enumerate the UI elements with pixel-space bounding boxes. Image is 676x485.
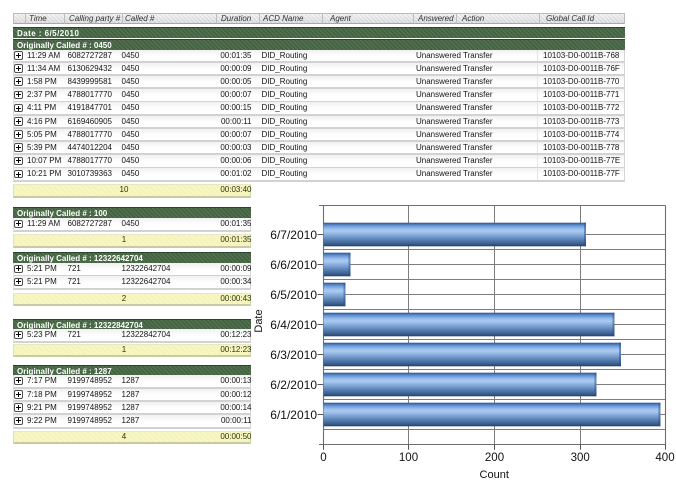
svg-text:Count: Count: [480, 469, 509, 481]
svg-text:6/1/2010: 6/1/2010: [270, 408, 317, 422]
svg-text:6/2/2010: 6/2/2010: [270, 378, 317, 392]
svg-text:300: 300: [571, 452, 590, 464]
svg-text:6/3/2010: 6/3/2010: [270, 348, 317, 362]
svg-text:6/5/2010: 6/5/2010: [270, 288, 317, 302]
svg-text:Date: Date: [253, 309, 265, 332]
svg-text:100: 100: [399, 452, 418, 464]
svg-text:0: 0: [320, 452, 326, 464]
svg-text:6/6/2010: 6/6/2010: [270, 258, 317, 272]
svg-text:400: 400: [655, 452, 674, 464]
svg-text:6/4/2010: 6/4/2010: [270, 318, 317, 332]
svg-text:200: 200: [485, 452, 504, 464]
svg-text:6/7/2010: 6/7/2010: [270, 228, 317, 242]
